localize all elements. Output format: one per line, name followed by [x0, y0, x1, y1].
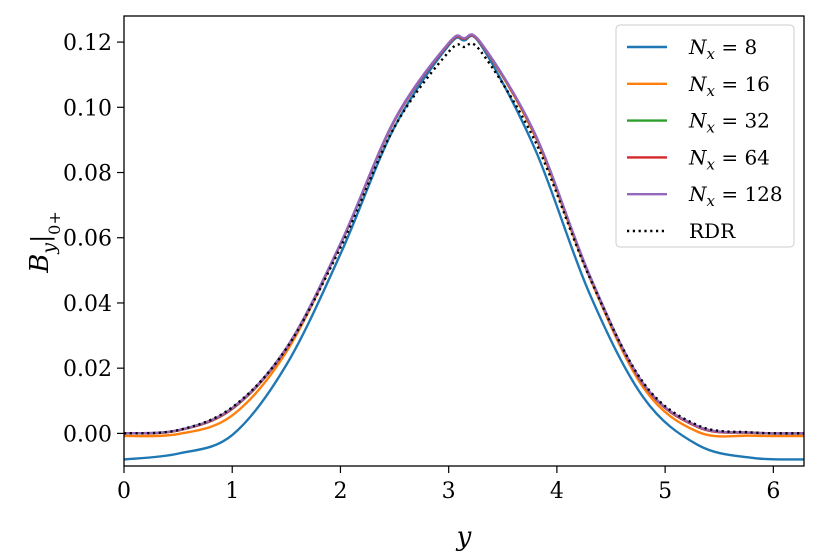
x-tick-label: 6 [766, 479, 780, 504]
series-line-0 [123, 34, 805, 461]
y-axis-label-base: B [25, 254, 55, 274]
legend-label-0: Nx = 8 [688, 35, 757, 63]
x-tick-label: 5 [658, 479, 672, 504]
y-tick-label: 0.12 [63, 31, 112, 56]
x-tick-label: 0 [117, 479, 131, 504]
series-line-4 [123, 33, 805, 435]
legend-items: Nx = 8 Nx = 16 Nx = 32 Nx = 64 Nx = 128 RDR [627, 35, 783, 243]
series-layer [123, 33, 805, 461]
y-axis-label-sub: y [38, 243, 60, 255]
x-tick-label: 4 [550, 479, 564, 504]
y-tick-label: 0.02 [63, 357, 112, 382]
legend-label-1: Nx = 16 [688, 72, 770, 100]
legend-label-4: Nx = 128 [688, 182, 783, 210]
y-tick-label: 0.06 [63, 227, 112, 252]
y-tick-label: 0.08 [63, 162, 112, 187]
legend-label-2: Nx = 32 [688, 109, 770, 137]
x-tick-label: 3 [442, 479, 456, 504]
plot-frame [123, 15, 805, 467]
y-axis-label-bar: | [27, 235, 56, 243]
x-axis-label: y [456, 522, 472, 552]
y-tick-label: 0.04 [63, 292, 112, 317]
series-line-5 [123, 42, 805, 435]
y-tick-label: 0.00 [63, 422, 112, 447]
y-axis-label-eval: 0+ [45, 211, 64, 235]
legend-label-5: RDR [689, 219, 736, 243]
legend: Nx = 8 Nx = 16 Nx = 32 Nx = 64 Nx = 128 RDR [615, 24, 795, 248]
legend-frame [615, 24, 795, 248]
y-tick-label: 0.10 [63, 96, 112, 121]
y-axis-label: By|0+ [25, 211, 64, 274]
x-axis: 0 1 2 3 4 5 6 [117, 466, 780, 504]
y-axis: 0.00 0.02 0.04 0.06 0.08 0.10 0.12 [63, 31, 124, 447]
legend-label-3: Nx = 64 [688, 145, 770, 173]
x-tick-label: 2 [333, 479, 347, 504]
x-tick-label: 1 [225, 479, 239, 504]
